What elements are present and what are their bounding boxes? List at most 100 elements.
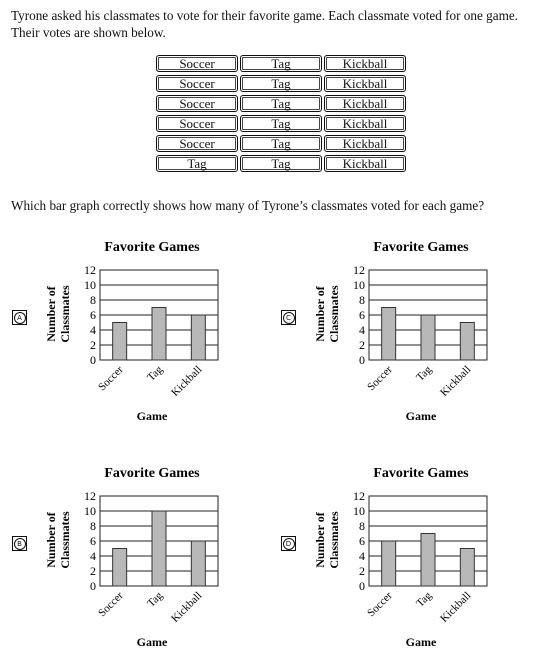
- y-tick-label: 2: [90, 564, 96, 578]
- x-tick-label: Kickball: [438, 364, 473, 399]
- y-tick-label: 6: [359, 308, 365, 322]
- y-axis-label: Number of: [44, 285, 58, 341]
- choice-a-bubble[interactable]: A: [12, 310, 27, 325]
- answer-option-d[interactable]: D Favorite Games Number of Classmates 0 2 4 6 8…: [281, 460, 521, 670]
- question-prompt: Which bar graph correctly shows how many…: [11, 198, 485, 213]
- vote-card: Tag: [240, 115, 322, 132]
- y-tick-label: 12: [84, 263, 96, 277]
- y-axis-label: Classmates: [58, 285, 72, 343]
- vote-card: Soccer: [156, 115, 238, 132]
- chart-title: Favorite Games: [104, 240, 200, 255]
- y-tick-label: 4: [90, 549, 96, 563]
- vote-cards-grid: Soccer Tag Kickball Soccer Tag Kickball …: [156, 55, 406, 172]
- bar: [381, 307, 397, 361]
- y-tick-label: 12: [353, 263, 365, 277]
- y-tick-label: 0: [359, 353, 365, 367]
- y-axis-label: Classmates: [327, 511, 341, 569]
- y-tick-label: 2: [359, 564, 365, 578]
- chart-title: Favorite Games: [373, 466, 469, 481]
- y-axis-label: Number of: [313, 511, 327, 567]
- choice-b-bubble[interactable]: B: [12, 536, 27, 551]
- y-tick-label: 8: [359, 293, 365, 307]
- bar: [190, 540, 206, 587]
- vote-card: Kickball: [324, 135, 406, 152]
- vote-card: Tag: [240, 155, 322, 172]
- vote-card: Tag: [240, 55, 322, 72]
- x-axis-label: Game: [406, 635, 437, 649]
- answer-option-b[interactable]: B Favorite Games Number of Classmates 0 2 4 6 8…: [12, 460, 252, 670]
- y-tick-label: 6: [90, 534, 96, 548]
- bar: [420, 314, 436, 361]
- x-tick-label: Soccer: [365, 589, 395, 619]
- y-tick-label: 8: [90, 293, 96, 307]
- y-tick-label: 12: [353, 489, 365, 503]
- vote-card: Kickball: [324, 155, 406, 172]
- vote-card: Soccer: [156, 95, 238, 112]
- x-tick-label: Kickball: [169, 590, 204, 625]
- bar: [112, 322, 128, 361]
- vote-card: Kickball: [324, 75, 406, 92]
- bar: [420, 533, 436, 587]
- bar: [381, 540, 397, 587]
- vote-card: Kickball: [324, 55, 406, 72]
- y-axis-label: Classmates: [58, 511, 72, 569]
- choice-a-letter: A: [13, 312, 26, 324]
- vote-card: Kickball: [324, 95, 406, 112]
- bar: [190, 314, 206, 361]
- x-tick-label: Kickball: [438, 590, 473, 625]
- y-tick-label: 10: [353, 504, 365, 518]
- question-intro: Tyrone asked his classmates to vote for …: [11, 8, 518, 40]
- y-tick-label: 4: [359, 549, 365, 563]
- bar: [459, 548, 475, 587]
- chart-b: Favorite Games Number of Classmates 0246810…: [44, 466, 219, 649]
- y-axis-label: Number of: [313, 285, 327, 341]
- x-tick-label: Tag: [414, 589, 434, 609]
- x-tick-label: Soccer: [365, 363, 395, 393]
- x-axis-label: Game: [137, 409, 168, 423]
- y-tick-label: 6: [359, 534, 365, 548]
- x-tick-label: Soccer: [96, 363, 126, 393]
- y-tick-label: 10: [353, 278, 365, 292]
- y-tick-label: 8: [90, 519, 96, 533]
- vote-card: Tag: [240, 95, 322, 112]
- x-tick-label: Soccer: [96, 589, 126, 619]
- answer-option-a[interactable]: A Favorite Games Number of Classmates 0 2 4 6 8…: [12, 234, 252, 444]
- vote-card: Tag: [240, 135, 322, 152]
- y-tick-label: 0: [90, 353, 96, 367]
- y-tick-label: 4: [90, 323, 96, 337]
- choice-d-letter: D: [282, 538, 295, 550]
- bar: [459, 322, 475, 361]
- y-axis-label: Classmates: [327, 285, 341, 343]
- vote-card: Kickball: [324, 115, 406, 132]
- y-tick-label: 6: [90, 308, 96, 322]
- y-tick-label: 10: [84, 278, 96, 292]
- y-tick-label: 2: [359, 338, 365, 352]
- x-tick-label: Tag: [145, 363, 165, 383]
- choice-c-bubble[interactable]: C: [281, 310, 296, 325]
- vote-card: Tag: [156, 155, 238, 172]
- bar: [151, 307, 167, 361]
- chart-a: Favorite Games Number of Classmates 0246810…: [44, 240, 219, 423]
- y-tick-label: 0: [359, 579, 365, 593]
- choice-d-bubble[interactable]: D: [281, 536, 296, 551]
- chart-c: Favorite Games Number of Classmates 0246810…: [313, 240, 488, 423]
- y-tick-label: 2: [90, 338, 96, 352]
- x-tick-label: Kickball: [169, 364, 204, 399]
- answer-option-c[interactable]: C Favorite Games Number of Classmates 0 2 4 6 8…: [281, 234, 521, 444]
- vote-card: Soccer: [156, 55, 238, 72]
- vote-card: Soccer: [156, 75, 238, 92]
- chart-title: Favorite Games: [373, 240, 469, 255]
- choice-c-letter: C: [282, 312, 295, 324]
- y-axis-label: Number of: [44, 511, 58, 567]
- choice-b-letter: B: [13, 538, 26, 550]
- chart-title: Favorite Games: [104, 466, 200, 481]
- x-axis-label: Game: [406, 409, 437, 423]
- vote-card: Tag: [240, 75, 322, 92]
- y-tick-label: 10: [84, 504, 96, 518]
- x-tick-label: Tag: [145, 589, 165, 609]
- y-tick-label: 0: [90, 579, 96, 593]
- y-tick-label: 4: [359, 323, 365, 337]
- bar: [112, 548, 128, 587]
- vote-card: Soccer: [156, 135, 238, 152]
- x-tick-label: Tag: [414, 363, 434, 383]
